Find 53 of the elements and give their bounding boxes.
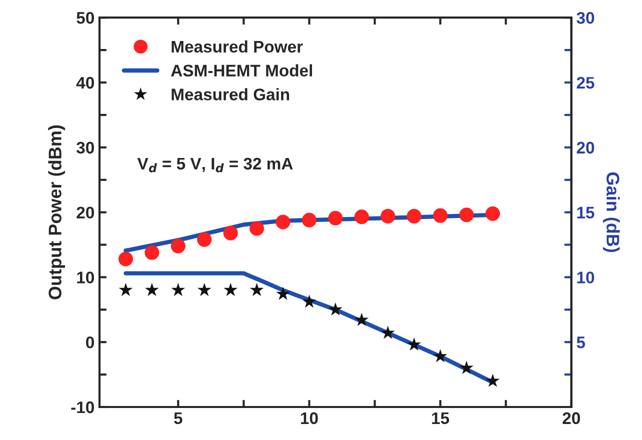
point (250, 221, 264, 236)
point (328, 302, 342, 316)
y-tick-label: -10 (71, 401, 94, 414)
point (170, 238, 186, 254)
y-tick-label: 50 (76, 12, 94, 24)
point (302, 212, 317, 228)
point (485, 206, 500, 221)
point (276, 214, 290, 230)
point (144, 245, 160, 260)
point (354, 210, 369, 224)
point (406, 208, 422, 224)
point (197, 232, 212, 247)
point (276, 286, 290, 300)
legend-label: ASM-HEMT Model (171, 64, 312, 76)
point (302, 294, 316, 308)
y-tick-label: 0 (86, 336, 94, 348)
y2-tick-label: 30 (576, 12, 594, 24)
point (328, 210, 343, 226)
point (380, 208, 396, 224)
y2-tick-label: 25 (576, 76, 594, 89)
y2-tick-label: 5 (576, 336, 586, 348)
y-tick-label: 20 (76, 206, 94, 219)
point (354, 312, 369, 326)
y-tick-label: 10 (77, 272, 94, 284)
x-tick-label: 10 (301, 412, 318, 424)
point (433, 208, 448, 223)
y-axis-title: Output Power (dBm) (48, 125, 66, 300)
point (197, 282, 212, 296)
x-tick-label: 15 (432, 412, 450, 424)
y2-axis-title: Gain (dB) (602, 172, 620, 252)
point (460, 360, 474, 374)
point (171, 282, 186, 296)
annotation: V$_{d}$ = 5 V, I$_{d}$ = 32 mA (137, 158, 293, 172)
point (118, 282, 133, 296)
point (224, 282, 238, 296)
legend-label: Measured Power (172, 40, 303, 53)
y2-tick-label: 10 (577, 272, 594, 284)
point (145, 282, 159, 296)
y2-tick-label: 20 (576, 142, 594, 154)
point (433, 349, 448, 362)
point (380, 326, 395, 339)
y-tick-label: 30 (76, 142, 94, 154)
legend-label: Measured Gain (172, 88, 290, 100)
y-tick-label: 40 (76, 76, 94, 89)
x-tick-label: 5 (174, 412, 182, 424)
point (250, 282, 264, 296)
y2-tick-label: 15 (577, 206, 594, 219)
point (486, 374, 500, 387)
x-tick-label: 20 (562, 412, 580, 424)
point (407, 337, 422, 351)
point (118, 252, 134, 266)
point (223, 226, 238, 240)
point (459, 208, 474, 222)
